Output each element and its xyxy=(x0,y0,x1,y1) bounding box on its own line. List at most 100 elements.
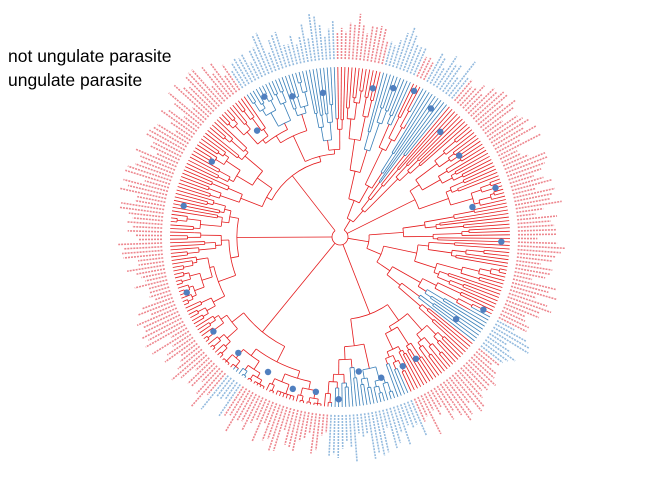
tree-branch xyxy=(443,336,464,355)
tree-branch xyxy=(209,127,224,140)
tree-branch xyxy=(499,268,507,271)
tip-label xyxy=(172,333,192,347)
tree-branch xyxy=(278,78,284,92)
tip-label xyxy=(185,76,218,110)
tree-branch xyxy=(361,198,370,210)
tip-label xyxy=(475,350,493,366)
tip-label xyxy=(173,84,210,118)
tip-label xyxy=(517,220,551,225)
tree-branch-arc xyxy=(261,188,273,207)
tree-branch xyxy=(186,163,218,179)
tree-branch xyxy=(221,221,229,224)
tree-branch xyxy=(348,171,356,199)
tip-label xyxy=(509,175,534,185)
tree-branch xyxy=(323,67,329,114)
tree-branch xyxy=(381,392,385,402)
tip-label xyxy=(406,401,418,425)
tip-label xyxy=(152,126,187,148)
tip-label xyxy=(516,256,552,262)
tree-branch xyxy=(480,202,492,206)
tip-label xyxy=(123,245,163,250)
tip-label xyxy=(496,139,521,154)
tree-branch xyxy=(490,193,495,196)
tree-branch xyxy=(205,338,210,342)
tree-branch xyxy=(348,67,353,109)
tip-label xyxy=(451,77,469,99)
tip-label xyxy=(256,398,268,421)
tree-branch-arc xyxy=(280,130,307,144)
tree-branch xyxy=(407,313,423,331)
tree-branch xyxy=(415,163,438,181)
tree-branch xyxy=(301,114,308,131)
tree-branch-arc xyxy=(314,402,322,405)
tree-branch-arc xyxy=(380,107,384,109)
tree-branch xyxy=(176,189,207,199)
tree-branch xyxy=(243,110,251,120)
tip-label xyxy=(362,33,369,61)
tree-branch-arc xyxy=(386,363,390,365)
tip-label xyxy=(384,41,393,66)
tip-label xyxy=(219,379,235,400)
tree-branch xyxy=(352,67,356,98)
tip-label xyxy=(141,271,166,279)
tree-branch xyxy=(183,169,213,183)
tree-branch xyxy=(428,355,443,374)
tree-branch xyxy=(211,183,228,191)
tree-branch-arc xyxy=(403,352,406,355)
node-marker xyxy=(335,396,342,403)
tree-branch xyxy=(406,111,456,165)
tip-label xyxy=(221,64,241,91)
tree-branch xyxy=(490,273,500,277)
tip-label xyxy=(513,187,556,199)
tip-label xyxy=(283,407,292,431)
tree-branch xyxy=(393,93,433,154)
tree-branch xyxy=(187,251,200,254)
tree-branch xyxy=(363,131,370,150)
tree-branch xyxy=(330,104,333,123)
tree-branch xyxy=(449,181,464,189)
tree-branch xyxy=(272,391,275,394)
tree-branch xyxy=(285,384,290,394)
tree-branch xyxy=(450,280,464,286)
tree-branch xyxy=(262,109,267,116)
tip-label xyxy=(510,176,544,188)
tip-label xyxy=(137,300,175,316)
tip-label xyxy=(223,74,238,93)
tree-branch-arc xyxy=(376,121,382,125)
tree-branch xyxy=(210,344,213,348)
tip-label xyxy=(389,407,402,444)
tree-branch-arc xyxy=(489,194,492,200)
tree-branch-arc xyxy=(400,126,405,129)
tip-label xyxy=(307,37,313,62)
tree-branch xyxy=(425,226,437,229)
tree-branch xyxy=(195,318,210,328)
tip-label xyxy=(423,62,434,81)
tree-branch xyxy=(469,230,510,234)
tree-branch xyxy=(452,132,475,150)
tree-branch xyxy=(237,100,246,111)
tree-branch xyxy=(186,256,197,259)
tree-branch xyxy=(243,96,259,118)
tree-branch xyxy=(381,110,387,125)
tree-branch xyxy=(454,152,489,173)
tip-label xyxy=(423,393,435,411)
tree-branch-arc xyxy=(208,322,212,326)
tree-branch-arc xyxy=(242,109,246,113)
node-marker xyxy=(180,202,187,210)
tip-label xyxy=(119,206,164,215)
tip-label xyxy=(183,115,200,129)
tree-branch-arc xyxy=(252,170,263,186)
tree-branch xyxy=(460,294,494,311)
tip-label xyxy=(445,379,473,415)
tree-branch xyxy=(463,162,494,178)
tip-label xyxy=(468,359,497,387)
tree-branch xyxy=(463,283,499,298)
tree-branch xyxy=(344,387,347,407)
tree-branch xyxy=(178,182,211,195)
tip-label xyxy=(502,154,529,167)
tip-label xyxy=(517,252,556,258)
tip-label xyxy=(515,263,553,271)
tree-branch xyxy=(305,70,316,114)
tree-branch xyxy=(464,168,497,184)
tree-branch-arc xyxy=(498,268,501,273)
